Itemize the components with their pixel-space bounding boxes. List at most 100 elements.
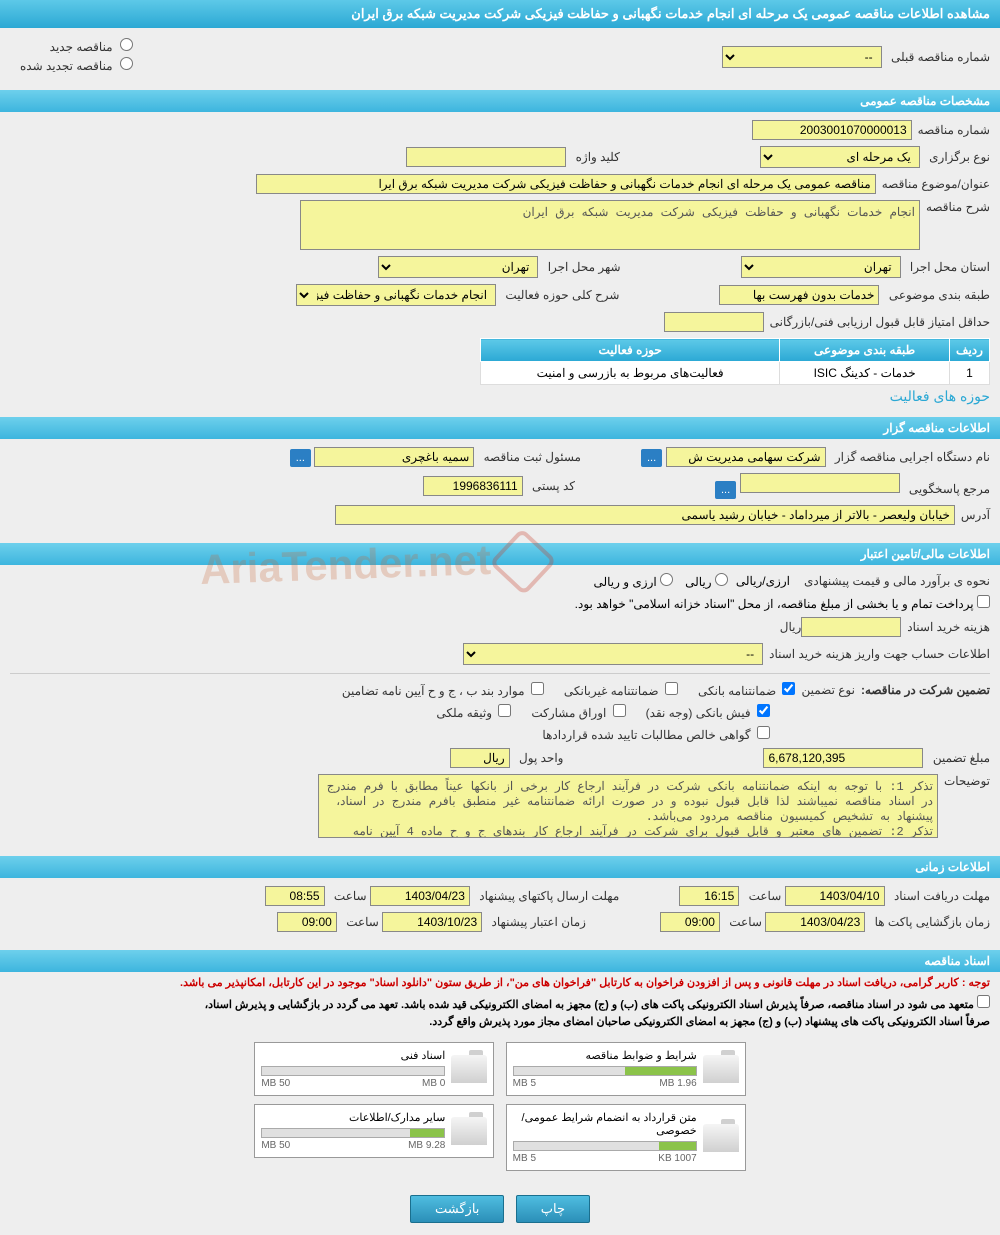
org-field: شرکت سهامی مدیریت ش [666, 447, 826, 467]
type-select[interactable]: یک مرحله ای [760, 146, 920, 168]
activity-scope-label: شرح کلی حوزه فعالیت [505, 288, 619, 302]
tender-type-radio-group: مناقصه جدید مناقصه تجدید شده [10, 34, 143, 80]
desc-label: شرح مناقصه [926, 200, 990, 214]
cb-nonbank-guarantee[interactable]: ضمانتنامه غیربانکی [564, 682, 678, 698]
col-category: طبقه بندی موضوعی [780, 339, 950, 362]
keyword-label: کلید واژه [576, 150, 620, 164]
folder-icon [703, 1055, 739, 1083]
cb-securities[interactable]: اوراق مشارکت [531, 704, 625, 720]
docs-commitment1: متعهد می شود در اسناد مناقصه، صرفاً پذیر… [0, 993, 1000, 1013]
treasury-checkbox[interactable]: پرداخت تمام و یا بخشی از مبلغ مناقصه، از… [575, 595, 990, 611]
print-button[interactable]: چاپ [516, 1195, 590, 1223]
prev-tender-label: شماره مناقصه قبلی [891, 50, 990, 64]
min-score-label: حداقل امتیاز قابل قبول ارزیابی فنی/بازرگ… [770, 315, 990, 329]
section-financial-body: نحوه ی برآورد مالی و قیمت پیشنهادی ارزی/… [0, 565, 1000, 852]
cb-bank-guarantee[interactable]: ضمانتنامه بانکی [698, 682, 796, 698]
guarantee-type-label: نوع تضمین [801, 683, 854, 697]
account-label: اطلاعات حساب جهت واریز هزینه خرید اسناد [769, 647, 990, 661]
radio-new[interactable]: مناقصه جدید [20, 38, 133, 54]
docs-warning: توجه : کاربر گرامی، دریافت اسناد در مهلت… [0, 972, 1000, 993]
address-label: آدرس [961, 508, 990, 522]
currency-rir[interactable]: ریالی [685, 573, 728, 589]
desc-textarea[interactable]: انجام خدمات نگهبانی و حفاظت فیزیکی شرکت … [300, 200, 920, 250]
opening-time: 09:00 [660, 912, 720, 932]
cb-receivables[interactable]: گواهی خالص مطالبات تایید شده قراردادها [542, 726, 770, 742]
city-select[interactable]: تهران [378, 256, 538, 278]
activity-scope-select[interactable]: انجام خدمات نگهبانی و حفاظت فیزیکی شرکت [296, 284, 496, 306]
receive-deadline-time: 16:15 [679, 886, 739, 906]
doc-box[interactable]: متن قرارداد به انضمام شرایط عمومی/خصوصی … [506, 1104, 746, 1171]
section-organizer-body: نام دستگاه اجرایی مناقصه گزار شرکت سهامی… [0, 439, 1000, 539]
tender-no-label: شماره مناقصه [918, 123, 990, 137]
org-label: نام دستگاه اجرایی مناقصه گزار [835, 450, 990, 464]
radio-renewed[interactable]: مناقصه تجدید شده [20, 57, 133, 73]
table-row: 1 خدمات - کدینگ ISIC فعالیت‌های مربوط به… [481, 362, 990, 385]
proposal-deadline-label: مهلت ارسال پاکتهای پیشنهاد [479, 889, 619, 903]
section-timing-body: مهلت دریافت اسناد 1403/04/10 ساعت 16:15 … [0, 878, 1000, 946]
proposal-deadline-date: 1403/04/23 [370, 886, 470, 906]
docs-grid: شرایط و ضوابط مناقصه 1.96 MB5 MB اسناد ف… [0, 1030, 1000, 1183]
doc-name: شرایط و ضوابط مناقصه [513, 1049, 697, 1062]
doc-name: متن قرارداد به انضمام شرایط عمومی/خصوصی [513, 1111, 697, 1137]
province-select[interactable]: تهران [741, 256, 901, 278]
proposal-deadline-time: 08:55 [265, 886, 325, 906]
org-lookup-button[interactable]: ... [641, 449, 662, 467]
section-title-inline: حوزه های فعالیت [890, 388, 990, 404]
subject-label: عنوان/موضوع مناقصه [882, 177, 990, 191]
notes-textarea[interactable]: تذکر 1: با توجه به اینکه ضمانتنامه بانکی… [318, 774, 938, 838]
docs-commitment2: صرفاً اسناد الکترونیکی پاکت های پیشنهاد … [0, 1013, 1000, 1030]
page-title: مشاهده اطلاعات مناقصه عمومی یک مرحله ای … [0, 0, 1000, 28]
commitment-checkbox[interactable] [977, 995, 990, 1008]
guarantee-label: تضمین شرکت در مناقصه: [861, 683, 990, 697]
registrar-field: سمیه باغچری [314, 447, 474, 467]
footer-buttons: چاپ بازگشت [0, 1183, 1000, 1235]
section-general-body: شماره مناقصه 2003001070000013 نوع برگزار… [0, 112, 1000, 413]
section-timing-header: اطلاعات زمانی [0, 856, 1000, 878]
postal-label: کد پستی [532, 479, 575, 493]
doc-box[interactable]: شرایط و ضوابط مناقصه 1.96 MB5 MB [506, 1042, 746, 1096]
cb-property[interactable]: وثیقه ملکی [436, 704, 511, 720]
doc-fee-input[interactable] [801, 617, 901, 637]
section-financial-header: اطلاعات مالی/تامین اعتبار [0, 543, 1000, 565]
registrar-lookup-button[interactable]: ... [290, 449, 311, 467]
responder-lookup-button[interactable]: ... [715, 481, 736, 499]
back-button[interactable]: بازگشت [410, 1195, 504, 1223]
postal-field: 1996836111 [423, 476, 523, 496]
doc-name: اسناد فنی [261, 1049, 445, 1062]
folder-icon [451, 1055, 487, 1083]
currency-unit-field: ریال [450, 748, 510, 768]
activity-table: ردیف طبقه بندی موضوعی حوزه فعالیت 1 خدما… [480, 338, 990, 385]
validity-time: 09:00 [277, 912, 337, 932]
cb-cash[interactable]: فیش بانکی (وجه نقد) [646, 704, 770, 720]
doc-box[interactable]: اسناد فنی 0 MB50 MB [254, 1042, 494, 1096]
col-row: ردیف [950, 339, 990, 362]
keyword-input[interactable] [406, 147, 566, 167]
doc-box[interactable]: سایر مدارک/اطلاعات 9.28 MB50 MB [254, 1104, 494, 1158]
validity-label: زمان اعتبار پیشنهاد [492, 915, 586, 929]
top-controls: شماره مناقصه قبلی -- مناقصه جدید مناقصه … [0, 28, 1000, 86]
notes-label: توضیحات [944, 774, 990, 788]
registrar-label: مسئول ثبت مناقصه [484, 450, 581, 464]
currency-option-label: ارزی/ریالی [736, 574, 790, 588]
section-organizer-header: اطلاعات مناقصه گزار [0, 417, 1000, 439]
cb-clauses[interactable]: موارد بند ب ، ج و ح آیین نامه تضامین [342, 682, 544, 698]
min-score-input[interactable] [664, 312, 764, 332]
responder-field [740, 473, 900, 493]
currency-fx[interactable]: ارزی و ریالی [593, 573, 673, 589]
subject-input[interactable] [256, 174, 876, 194]
type-label: نوع برگزاری [929, 150, 990, 164]
folder-icon [703, 1124, 739, 1152]
receive-deadline-label: مهلت دریافت اسناد [894, 889, 990, 903]
opening-date: 1403/04/23 [765, 912, 865, 932]
account-select[interactable]: -- [463, 643, 763, 665]
tender-no-field: 2003001070000013 [752, 120, 912, 140]
doc-fee-label: هزینه خرید اسناد [907, 620, 990, 634]
doc-name: سایر مدارک/اطلاعات [261, 1111, 445, 1124]
receive-deadline-date: 1403/04/10 [785, 886, 885, 906]
prev-tender-select[interactable]: -- [722, 46, 882, 68]
city-label: شهر محل اجرا [548, 260, 621, 274]
estimate-label: نحوه ی برآورد مالی و قیمت پیشنهادی [804, 574, 990, 588]
responder-label: مرجع پاسخگویی [909, 482, 990, 496]
address-input[interactable] [335, 505, 955, 525]
province-label: استان محل اجرا [910, 260, 990, 274]
